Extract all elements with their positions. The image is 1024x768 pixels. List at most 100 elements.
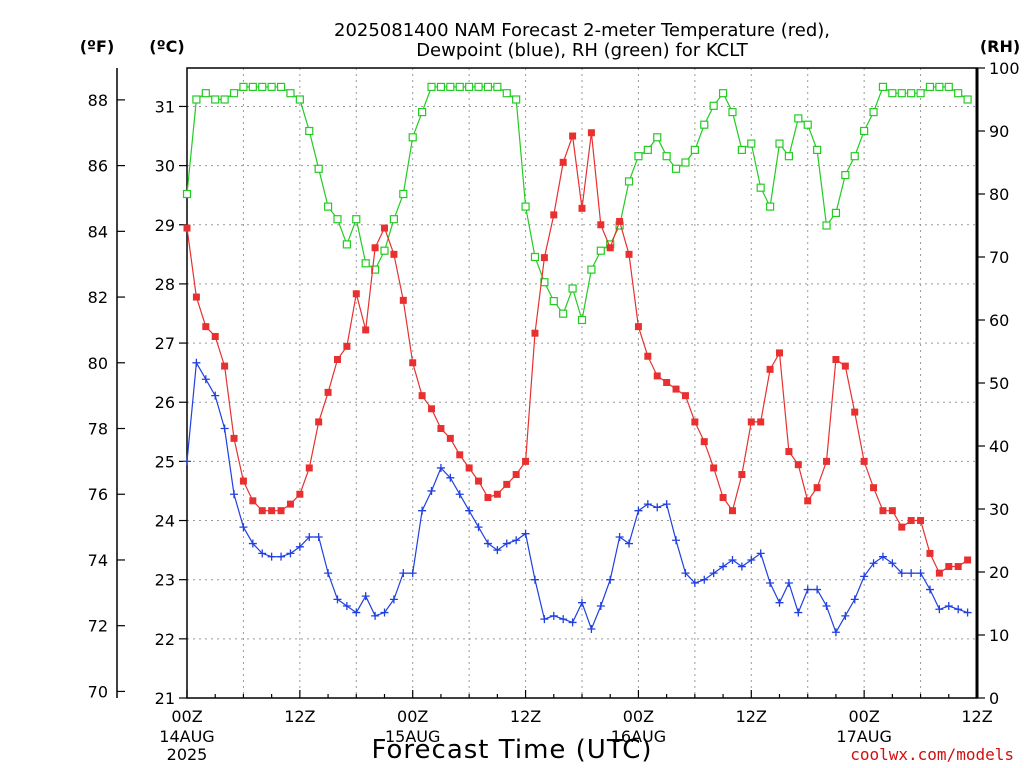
temperature-point (512, 471, 520, 479)
chart-title-line2: Dewpoint (blue), RH (green) for KCLT (416, 40, 749, 61)
rh-tick-label: 80 (989, 185, 1009, 204)
celsius-tick-label: 26 (155, 393, 175, 412)
dewpoint-series (183, 358, 972, 637)
year-tick-label: 2025 (167, 745, 208, 764)
temperature-point (776, 349, 783, 357)
dewpoint-point (436, 463, 445, 472)
rh-point (813, 145, 822, 154)
rh-point (944, 82, 953, 92)
temperature-point (531, 329, 539, 337)
fahrenheit-unit-label: (ºF) (80, 37, 115, 56)
temperature-point (352, 290, 360, 298)
fahrenheit-tick-label: 76 (88, 485, 108, 504)
temperature-point (324, 388, 332, 396)
celsius-tick-label: 29 (155, 216, 175, 235)
dewpoint-point (465, 506, 474, 515)
dewpoint-point (596, 601, 605, 610)
celsius-tick-label: 28 (155, 275, 175, 294)
temperature-point (522, 457, 530, 465)
rh-point (756, 183, 765, 192)
dewpoint-point (493, 546, 502, 555)
temperature-point (258, 507, 266, 515)
rh-point (286, 89, 295, 98)
dewpoint-point (483, 539, 492, 548)
rh-point (530, 252, 540, 262)
temperature-point (484, 494, 492, 502)
rh-point (803, 120, 812, 129)
dewpoint-point (860, 572, 869, 581)
temperature-point (249, 497, 257, 505)
celsius-axis-ticks: 21 22 23 24 25 26 27 28 29 30 31 (155, 97, 187, 708)
dewpoint-point (681, 569, 690, 578)
temperature-point (945, 563, 953, 571)
dewpoint-point (803, 585, 812, 594)
rh-line (186, 85, 968, 321)
rh-point (427, 82, 436, 92)
temperature-point (794, 461, 802, 469)
temperature-point (625, 250, 633, 258)
dewpoint-point (925, 585, 934, 594)
temperature-point (823, 457, 831, 465)
dewpoint-point (286, 549, 295, 558)
temperature-point (964, 556, 972, 564)
dewpoint-point (662, 500, 671, 509)
dewpoint-point (568, 618, 577, 627)
time-tick-label: 12Z (510, 707, 541, 726)
dewpoint-point (314, 532, 323, 541)
rh-point (389, 215, 399, 224)
dewpoint-point (794, 608, 803, 617)
rh-point (399, 189, 408, 199)
rh-point (690, 145, 699, 154)
temperature-point (663, 379, 671, 387)
temperature-point (418, 392, 426, 400)
fahrenheit-tick-label: 88 (88, 91, 108, 110)
dewpoint-point (324, 569, 333, 578)
dewpoint-point (944, 601, 953, 610)
rh-point (295, 95, 304, 104)
date-tick-label: 17AUG (836, 727, 891, 746)
dewpoint-point (719, 562, 728, 571)
dewpoint-point (766, 578, 775, 587)
temperature-point (813, 484, 821, 492)
dewpoint-point (709, 569, 718, 578)
dewpoint-point (756, 549, 765, 558)
temperature-point (691, 418, 699, 426)
rh-point (671, 164, 681, 173)
rh-point (436, 82, 446, 92)
temperature-point (456, 451, 464, 459)
temperature-point (221, 362, 229, 370)
rh-point (907, 89, 916, 98)
dewpoint-point (784, 578, 793, 587)
rh-point (549, 297, 558, 306)
temperature-point (390, 250, 398, 258)
fahrenheit-tick-label: 80 (88, 354, 108, 373)
rh-point (935, 82, 944, 92)
rh-point (765, 202, 775, 211)
rh-point (718, 89, 728, 98)
dewpoint-point (700, 575, 709, 584)
dewpoint-point (192, 358, 201, 367)
rh-point (653, 133, 662, 142)
temperature-point (569, 132, 577, 140)
temperature-point (653, 372, 661, 380)
rh-point (860, 126, 869, 136)
celsius-tick-label: 22 (155, 630, 175, 649)
rh-point (305, 126, 314, 136)
rh-point (954, 89, 963, 98)
rh-point (201, 89, 210, 98)
rh-point (662, 152, 671, 161)
dewpoint-point (183, 457, 191, 466)
temperature-point (381, 224, 388, 232)
dewpoint-point (258, 549, 267, 558)
celsius-tick-label: 31 (155, 97, 175, 116)
rh-point (747, 139, 756, 148)
rh-point (794, 114, 803, 123)
rh-point (380, 246, 389, 255)
dewpoint-point (230, 490, 239, 499)
temperature-point (446, 434, 454, 442)
rh-point (211, 95, 220, 104)
rh-point (784, 152, 794, 161)
rh-point (465, 82, 474, 92)
fahrenheit-tick-label: 84 (88, 222, 108, 241)
